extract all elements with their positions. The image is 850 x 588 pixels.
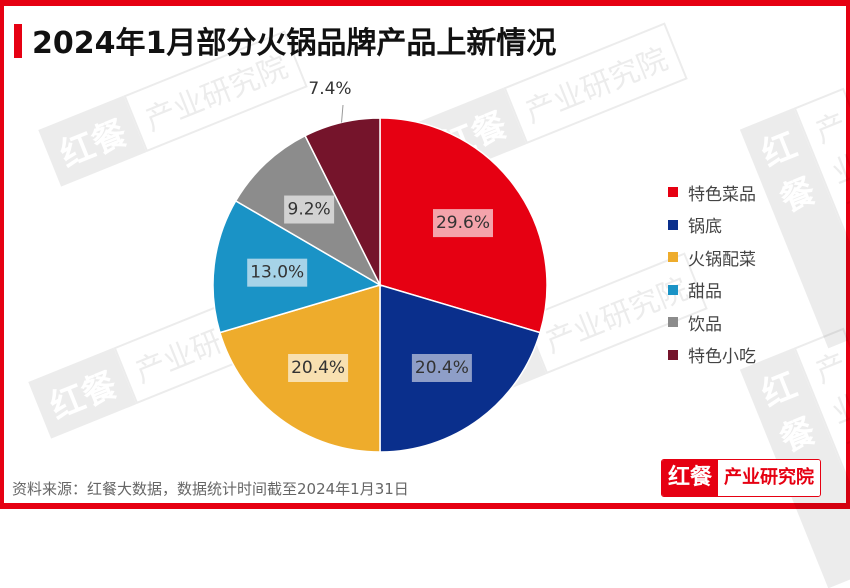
- brand-logo: 红餐 产业研究院: [661, 459, 822, 497]
- logo-text: 产业研究院: [718, 460, 821, 496]
- legend-item: 锅底: [668, 209, 756, 242]
- legend-swatch: [668, 317, 678, 328]
- legend-label: 特色小吃: [688, 347, 756, 368]
- pie-label-3: 13.0%: [250, 263, 304, 283]
- legend-swatch: [668, 284, 678, 295]
- legend-swatch: [668, 187, 678, 198]
- logo-brand: 红餐: [662, 460, 719, 496]
- legend-item: 饮品: [668, 306, 756, 339]
- legend-label: 特色菜品: [688, 184, 756, 205]
- leader-line: [341, 104, 344, 123]
- pie-label-box-0: [432, 209, 493, 238]
- pie-label-box-2: [288, 353, 349, 382]
- pie-label-box-4: [284, 195, 335, 224]
- pie-labels: 29.6% 20.4% 20.4% 13.0% 9.2% 7.4%: [247, 79, 493, 382]
- pie-label-5: 7.4%: [308, 79, 351, 99]
- legend-item: 特色小吃: [668, 339, 756, 372]
- legend: 特色菜品锅底火锅配菜甜品饮品特色小吃: [668, 176, 756, 371]
- legend-label: 火锅配菜: [688, 249, 756, 270]
- pie-label-1: 20.4%: [415, 358, 469, 378]
- chart-frame: [0, 0, 850, 509]
- title-accent-bar: [14, 24, 22, 58]
- legend-swatch: [668, 252, 678, 263]
- chart-title: 2024年1月部分火锅品牌产品上新情况: [32, 26, 557, 61]
- pie-label-box-3: [247, 258, 308, 287]
- legend-swatch: [668, 219, 678, 230]
- source-note: 资料来源：红餐大数据，数据统计时间截至2024年1月31日: [12, 480, 409, 498]
- pie-label-2: 20.4%: [291, 358, 345, 378]
- legend-swatch: [668, 349, 678, 360]
- pie-label-box-1: [411, 353, 472, 382]
- pie-chart: 29.6% 20.4% 20.4% 13.0% 9.2% 7.4%: [212, 79, 548, 453]
- legend-label: 饮品: [688, 314, 722, 335]
- pie-label-4: 9.2%: [288, 200, 331, 220]
- pie-label-0: 29.6%: [436, 213, 490, 233]
- legend-item: 火锅配菜: [668, 241, 756, 274]
- legend-item: 特色菜品: [668, 176, 756, 209]
- legend-label: 甜品: [688, 282, 722, 303]
- legend-item: 甜品: [668, 274, 756, 307]
- legend-label: 锅底: [688, 217, 722, 238]
